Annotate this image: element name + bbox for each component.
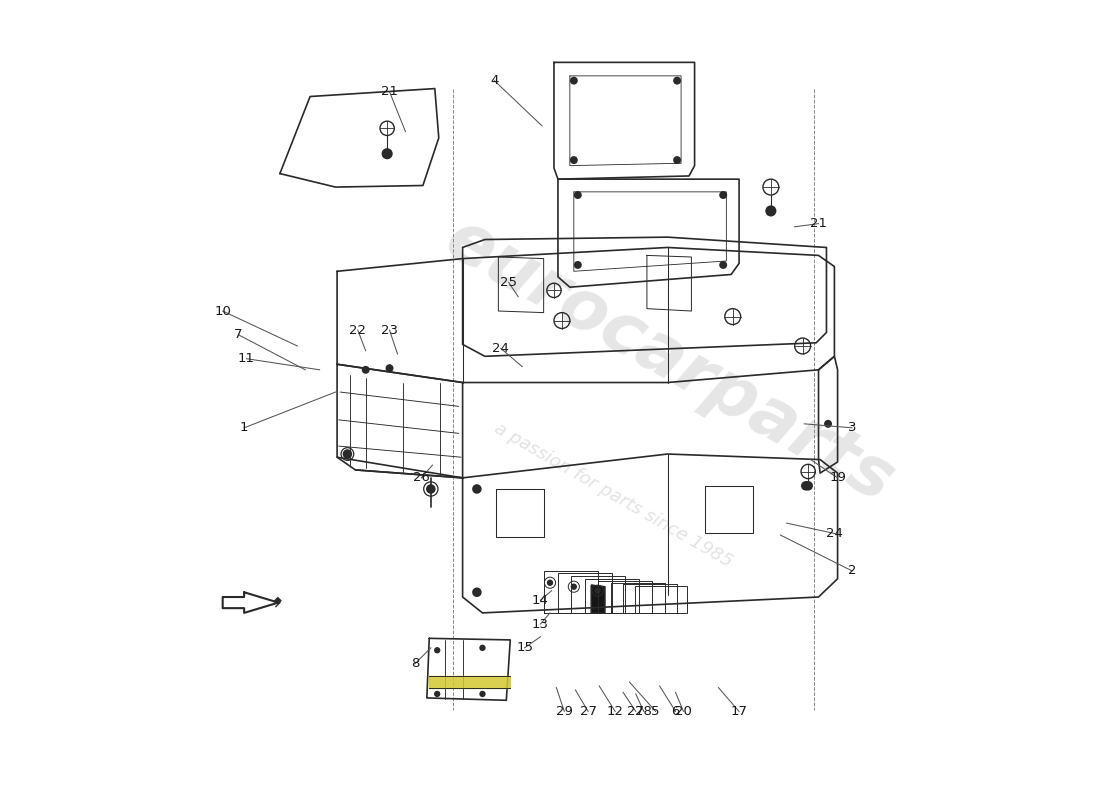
Circle shape [434,647,440,654]
Circle shape [343,450,352,458]
Text: 10: 10 [214,305,231,318]
Circle shape [673,77,681,85]
Polygon shape [592,585,605,613]
Text: 26: 26 [412,471,430,484]
Text: 13: 13 [532,618,549,630]
Circle shape [719,261,727,269]
Circle shape [673,156,681,164]
Circle shape [426,484,436,494]
Text: 4: 4 [491,74,498,87]
Text: 20: 20 [675,705,692,718]
Text: 5: 5 [651,705,660,718]
Circle shape [434,690,440,697]
Polygon shape [222,592,278,613]
Text: eurocarparts: eurocarparts [433,205,905,516]
Circle shape [803,481,813,490]
Circle shape [594,587,601,594]
Circle shape [801,481,811,490]
Circle shape [766,206,777,217]
Circle shape [480,690,486,697]
Circle shape [824,420,832,428]
Circle shape [574,261,582,269]
Text: a passion for parts since 1985: a passion for parts since 1985 [492,419,736,571]
Text: 2: 2 [848,564,856,578]
Text: 19: 19 [829,471,846,484]
Circle shape [571,583,578,590]
Text: 24: 24 [826,527,843,540]
Text: 22: 22 [349,323,366,337]
Text: 11: 11 [238,352,255,365]
Text: 1: 1 [240,422,249,434]
Circle shape [382,148,393,159]
Text: 7: 7 [234,328,243,342]
Text: 14: 14 [532,594,549,606]
Text: 21: 21 [810,217,827,230]
Text: 25: 25 [500,276,517,289]
Circle shape [547,579,553,586]
Text: 23: 23 [381,323,398,337]
Circle shape [386,364,394,372]
Circle shape [472,484,482,494]
Circle shape [570,156,578,164]
Text: 24: 24 [493,342,509,355]
Text: 27: 27 [627,705,645,718]
Text: 17: 17 [730,705,748,718]
Text: 6: 6 [671,705,680,718]
Text: 29: 29 [556,705,573,718]
Circle shape [574,191,582,199]
Text: 27: 27 [580,705,596,718]
Polygon shape [429,677,510,687]
Circle shape [362,366,370,374]
Circle shape [480,645,486,651]
Circle shape [472,587,482,597]
Text: 28: 28 [636,705,652,718]
Text: 8: 8 [410,658,419,670]
Text: 12: 12 [606,705,624,718]
Text: 21: 21 [381,86,398,98]
Circle shape [719,191,727,199]
Text: 3: 3 [848,422,856,434]
Text: 15: 15 [516,642,534,654]
Circle shape [570,77,578,85]
